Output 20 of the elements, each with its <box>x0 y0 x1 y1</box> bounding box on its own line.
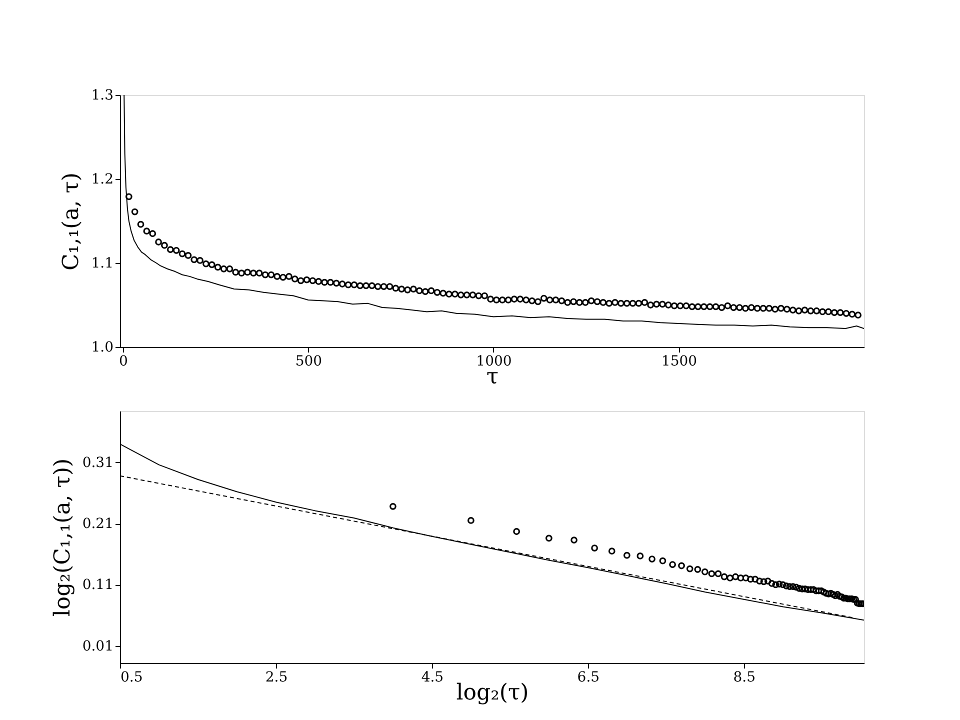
y-tick-label: 1.3 <box>91 88 114 104</box>
x-tick-label: 2.5 <box>265 670 288 686</box>
y-tick-label: 0.11 <box>82 577 114 594</box>
x-tick-label: 0.5 <box>120 670 143 686</box>
y-tick-label: 1.1 <box>91 256 114 272</box>
x-tick-label: 0 <box>119 354 128 370</box>
y-axis-title: log₂(C₁,₁(a, τ)) <box>50 458 76 617</box>
y-tick-label: 0.31 <box>82 454 114 471</box>
x-tick-label: 8.5 <box>733 670 756 686</box>
y-tick-label: 1.0 <box>91 340 114 356</box>
x-axis-title: log₂(τ) <box>456 680 529 706</box>
line-series <box>124 95 864 330</box>
x-tick-label: 1500 <box>661 354 698 370</box>
x-tick-label: 6.5 <box>577 670 600 686</box>
y-tick-label: 0.01 <box>82 638 114 654</box>
y-tick-label: 1.2 <box>91 172 114 188</box>
y-axis-title: C₁,₁(a, τ) <box>59 172 84 270</box>
x-tick-label: 4.5 <box>421 670 444 686</box>
y-tick-label: 0.21 <box>82 516 114 532</box>
x-tick-label: 500 <box>295 354 322 370</box>
